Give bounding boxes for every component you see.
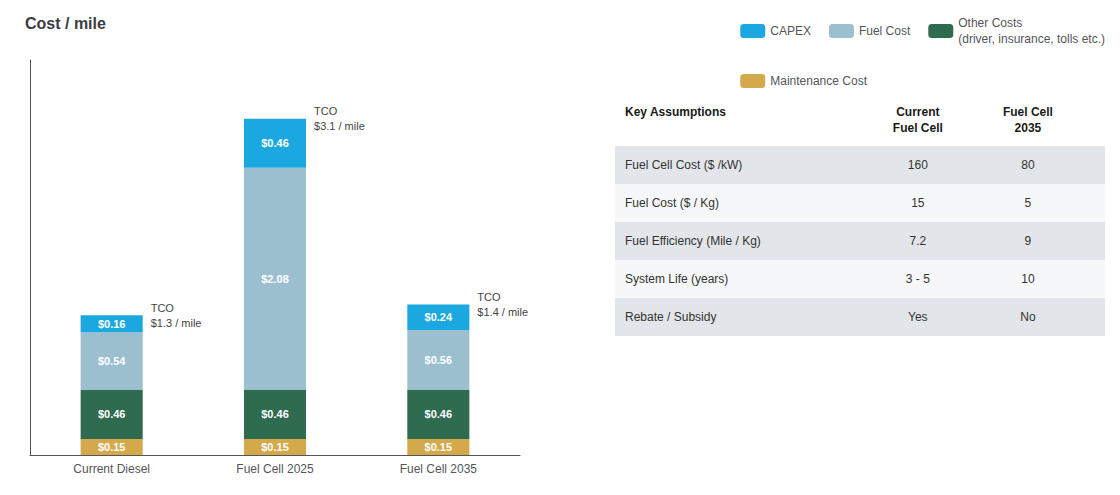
svg-text:5: 5 [1025,196,1032,210]
svg-text:$0.54: $0.54 [98,355,126,367]
svg-text:Fuel Cell 2025: Fuel Cell 2025 [236,462,314,476]
svg-text:$0.46: $0.46 [261,137,289,149]
svg-text:Other Costs: Other Costs [958,16,1022,30]
svg-text:Fuel Cell: Fuel Cell [893,121,943,135]
svg-text:System Life (years): System Life (years) [625,272,728,286]
svg-text:80: 80 [1021,158,1035,172]
svg-text:$0.24: $0.24 [425,311,453,323]
svg-text:Fuel Cost: Fuel Cost [859,24,911,38]
svg-text:(driver, insurance, tolls etc.: (driver, insurance, tolls etc.) [958,32,1105,46]
svg-text:CAPEX: CAPEX [770,24,811,38]
svg-text:7.2: 7.2 [909,234,926,248]
svg-text:$0.15: $0.15 [261,441,289,453]
svg-text:Fuel Cell: Fuel Cell [1003,105,1053,119]
svg-text:$0.15: $0.15 [98,441,126,453]
svg-text:Cost / mile: Cost / mile [25,15,106,32]
svg-text:$2.08: $2.08 [261,273,289,285]
svg-text:$1.4 / mile: $1.4 / mile [477,306,528,318]
svg-text:Key Assumptions: Key Assumptions [625,105,726,119]
svg-text:9: 9 [1025,234,1032,248]
svg-text:Current Diesel: Current Diesel [73,462,150,476]
svg-text:No: No [1020,310,1036,324]
svg-text:$0.46: $0.46 [261,408,289,420]
svg-text:3 - 5: 3 - 5 [906,272,930,286]
svg-text:Current: Current [896,105,939,119]
svg-text:$0.56: $0.56 [425,354,453,366]
svg-text:15: 15 [911,196,925,210]
svg-text:Yes: Yes [908,310,928,324]
svg-text:Maintenance Cost: Maintenance Cost [770,74,867,88]
svg-text:$0.15: $0.15 [425,441,453,453]
svg-text:TCO: TCO [314,105,338,117]
svg-text:Fuel Cost ($ / Kg): Fuel Cost ($ / Kg) [625,196,719,210]
svg-text:Rebate / Subsidy: Rebate / Subsidy [625,310,716,324]
svg-text:Fuel Efficiency (Mile / Kg): Fuel Efficiency (Mile / Kg) [625,234,761,248]
svg-text:2035: 2035 [1015,121,1042,135]
svg-text:$0.46: $0.46 [98,408,126,420]
svg-text:$0.16: $0.16 [98,318,126,330]
svg-text:TCO: TCO [477,291,501,303]
svg-text:$0.46: $0.46 [425,408,453,420]
svg-text:Fuel Cell Cost ($ /kW): Fuel Cell Cost ($ /kW) [625,158,742,172]
svg-text:10: 10 [1021,272,1035,286]
svg-text:$1.3 / mile: $1.3 / mile [151,317,202,329]
svg-text:TCO: TCO [151,302,175,314]
svg-text:160: 160 [908,158,928,172]
svg-text:Fuel Cell 2035: Fuel Cell 2035 [400,462,478,476]
svg-text:$3.1 / mile: $3.1 / mile [314,120,365,132]
